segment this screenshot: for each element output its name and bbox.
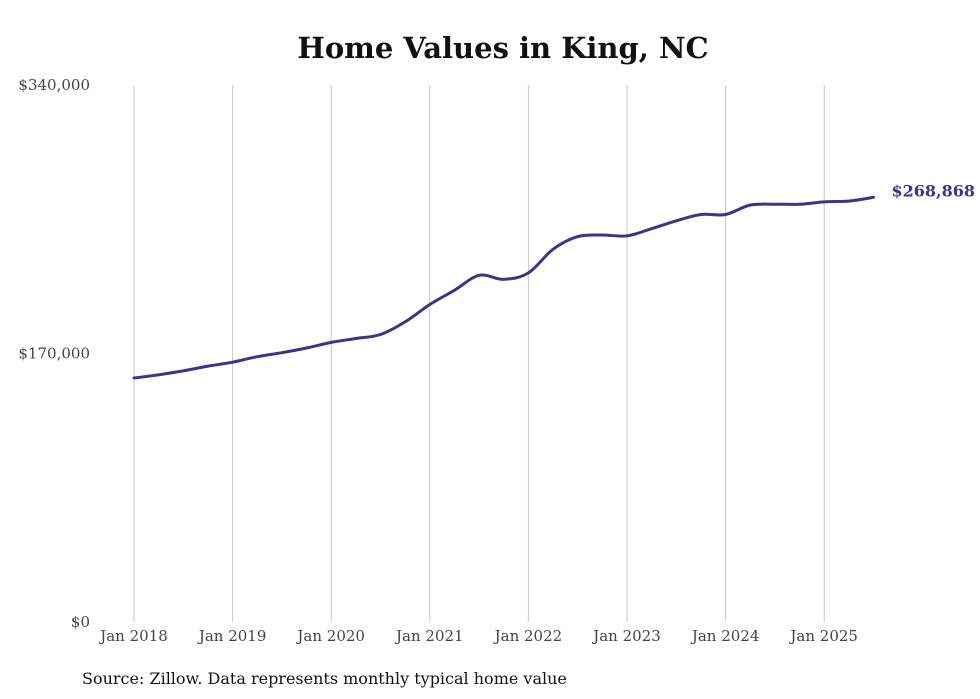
chart-title: Home Values in King, NC [297, 31, 708, 65]
gridlines [133, 85, 825, 622]
y-axis: $0 $170,000 $340,000 [18, 76, 90, 631]
y-tick-label: $340,000 [18, 76, 90, 94]
x-tick-label: Jan 2024 [690, 627, 760, 645]
x-tick-label: Jan 2021 [394, 627, 464, 645]
x-tick-label: Jan 2022 [493, 627, 563, 645]
x-tick-label: Jan 2019 [197, 627, 267, 645]
x-tick-label: Jan 2018 [98, 627, 168, 645]
x-tick-label: Jan 2020 [295, 627, 365, 645]
y-tick-label: $170,000 [18, 345, 90, 363]
end-value-label: $268,868 [892, 181, 976, 200]
y-tick-label: $0 [71, 613, 90, 631]
x-axis: Jan 2018 Jan 2019 Jan 2020 Jan 2021 Jan 2022… [98, 627, 858, 645]
series-line [132, 195, 875, 380]
x-tick-label: Jan 2023 [591, 627, 661, 645]
x-tick-label: Jan 2025 [788, 627, 858, 645]
source-note: Source: Zillow. Data represents monthly … [82, 669, 567, 688]
